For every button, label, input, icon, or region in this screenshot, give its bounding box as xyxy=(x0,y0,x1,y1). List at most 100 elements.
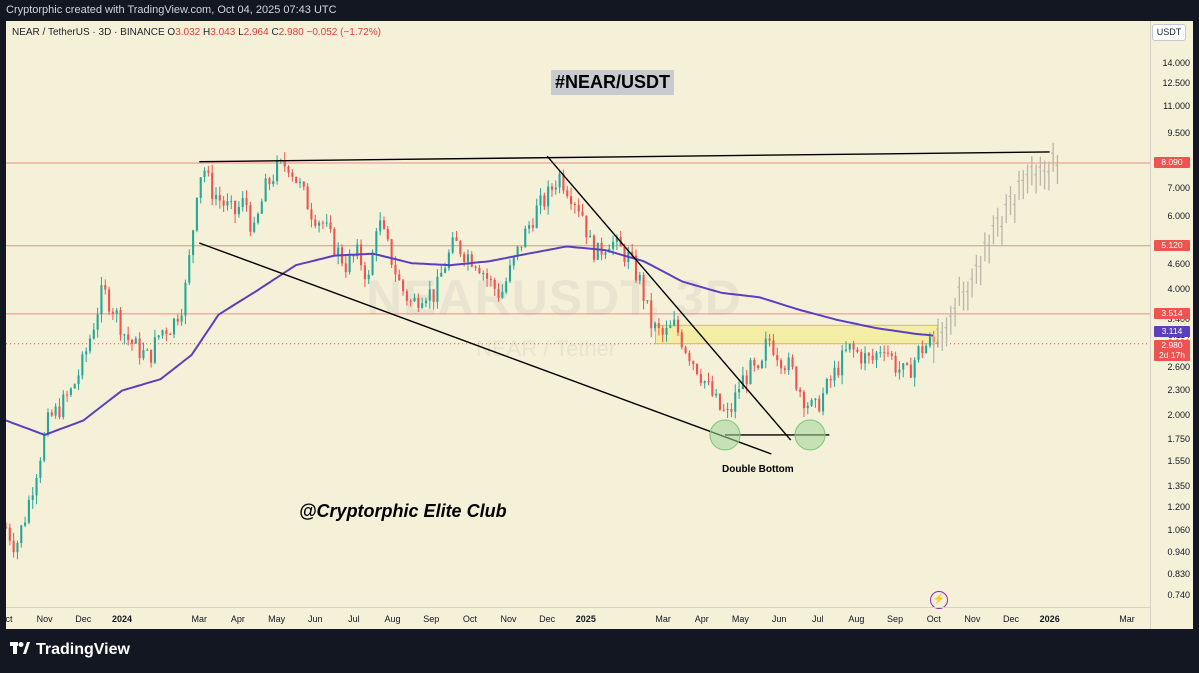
time-tick-label: Jul xyxy=(348,614,360,624)
time-tick-label: Jun xyxy=(307,614,323,624)
candle-body xyxy=(390,239,393,265)
candle-body xyxy=(27,499,30,523)
time-tick-label: Apr xyxy=(230,614,245,624)
candle-body xyxy=(176,318,179,322)
price-tick-label: 9.500 xyxy=(1167,127,1190,138)
candle-body xyxy=(46,412,50,435)
candle-body xyxy=(413,297,416,302)
candle-body xyxy=(325,222,328,224)
candle-body xyxy=(398,274,401,281)
high-value: 3.043 xyxy=(210,27,236,38)
candle-body xyxy=(69,388,72,395)
candle-body xyxy=(58,406,61,418)
candle-body xyxy=(642,274,645,301)
candle-body xyxy=(375,231,378,253)
resistance-trendline xyxy=(199,151,1050,163)
candle-body xyxy=(356,244,359,257)
time-tick-label: ct xyxy=(6,614,13,624)
candle-body xyxy=(493,279,496,289)
candle-body xyxy=(6,527,8,529)
candle-body xyxy=(764,338,767,361)
lightning-icon[interactable]: ⚡ xyxy=(930,591,948,609)
candle-body xyxy=(440,272,443,277)
level-price-tag: 3.514 xyxy=(1154,307,1190,319)
candle-body xyxy=(199,177,202,198)
candle-body xyxy=(367,274,370,280)
candle-body xyxy=(337,247,340,256)
candle-body xyxy=(906,363,909,365)
candle-body xyxy=(226,201,229,206)
candle-body xyxy=(638,274,641,281)
price-tick-label: 7.000 xyxy=(1167,183,1190,194)
name-watermark: NEAR / Tether xyxy=(476,336,617,361)
time-tick-label: Nov xyxy=(500,614,517,624)
candle-body xyxy=(283,160,286,167)
candle-body xyxy=(478,267,481,274)
candle-body xyxy=(268,178,271,185)
chart-panel[interactable]: NEARUSDT, 3D NEAR / Tether NEAR / Tether… xyxy=(6,21,1193,629)
candle-body xyxy=(153,337,156,363)
candle-body xyxy=(302,181,305,187)
candle-body xyxy=(424,300,428,304)
time-tick-label: Sep xyxy=(887,614,904,624)
candle-body xyxy=(787,357,790,371)
tradingview-logo[interactable]: TradingView xyxy=(10,641,130,659)
candle-body xyxy=(421,303,424,308)
candle-body xyxy=(66,394,69,396)
level-price-tag: 8.090 xyxy=(1154,157,1190,168)
candle-body xyxy=(314,219,317,226)
candle-body xyxy=(169,334,172,336)
candle-body xyxy=(348,255,351,273)
time-tick-label: Dec xyxy=(75,614,92,624)
time-tick-label: May xyxy=(268,614,286,624)
currency-selector[interactable]: USDT xyxy=(1152,24,1186,41)
time-tick-label: Jun xyxy=(771,614,787,624)
descending-trendline xyxy=(546,155,792,441)
candle-body xyxy=(172,318,176,335)
candle-body xyxy=(650,300,653,329)
time-axis[interactable]: ct Nov Dec 2024 Mar Apr May Jun Jul Aug Sep Oct Nov D… xyxy=(6,607,1150,629)
candle-body xyxy=(203,170,206,178)
price-tick-label: 2.600 xyxy=(1167,362,1190,373)
candle-body xyxy=(688,352,691,362)
candle-body xyxy=(295,176,298,183)
price-tick-label: 1.750 xyxy=(1167,434,1190,445)
candle-body xyxy=(822,393,825,412)
candle-body xyxy=(814,398,817,401)
price-chart[interactable] xyxy=(6,21,1193,629)
candle-body xyxy=(654,323,657,329)
candle-body xyxy=(352,255,355,257)
candle-body xyxy=(883,352,886,354)
candle-body xyxy=(783,368,786,371)
candle-body xyxy=(447,252,450,269)
time-tick-label: Dec xyxy=(1003,614,1020,624)
high-label: H xyxy=(203,27,211,38)
double-bottom-circle xyxy=(794,419,826,451)
candle-body xyxy=(684,347,687,353)
candle-body xyxy=(386,228,389,240)
candle-body xyxy=(157,335,160,338)
attribution-bar: Cryptorphic created with TradingView.com… xyxy=(0,0,1199,21)
candle-body xyxy=(115,310,118,314)
candle-body xyxy=(298,181,302,183)
time-tick-label: Oct xyxy=(926,614,941,624)
candle-body xyxy=(161,330,164,336)
price-tick-label: 1.060 xyxy=(1167,524,1190,535)
candle-body xyxy=(405,291,408,301)
candle-body xyxy=(837,367,840,376)
candle-body xyxy=(829,379,832,381)
candle-body xyxy=(634,255,638,281)
candle-body xyxy=(402,280,405,292)
candle-body xyxy=(780,360,783,369)
price-axis[interactable]: 14.000 12.500 11.000 9.500 8.090 7.000 6.000 5.… xyxy=(1150,21,1193,629)
candle-body xyxy=(531,225,534,228)
candle-body xyxy=(585,215,588,238)
candle-body xyxy=(192,230,195,256)
candle-body xyxy=(241,198,244,207)
symbol-name[interactable]: NEAR / TetherUS · 3D · BINANCE xyxy=(12,27,165,38)
candle-body xyxy=(913,359,916,378)
candle-body xyxy=(16,543,19,553)
candle-body xyxy=(558,173,561,188)
candle-body xyxy=(528,225,531,229)
candle-body xyxy=(799,389,802,392)
